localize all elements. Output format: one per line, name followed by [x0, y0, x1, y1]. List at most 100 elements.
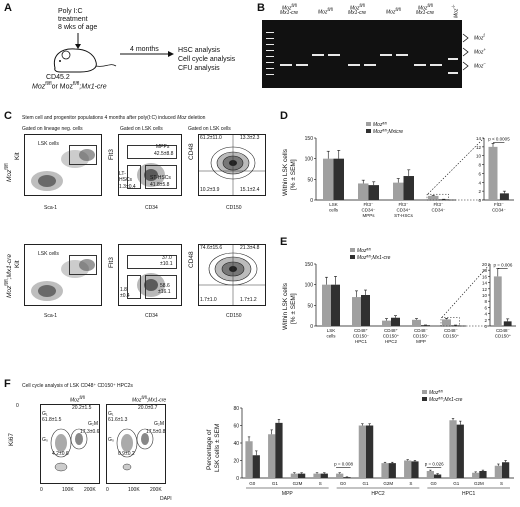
e-bar-1-1 — [361, 295, 370, 326]
e-inset-bar-0 — [493, 276, 502, 326]
lane-label-2: Mozfl/fl — [318, 7, 333, 16]
d-bar-0-0 — [323, 158, 334, 200]
lane-label-1: Mozfl/fl — [282, 3, 297, 12]
d-inset-bar-0 — [488, 146, 498, 200]
d-bar-0-1 — [333, 158, 344, 200]
e-cat-3-2: MPP — [416, 339, 426, 344]
d-inset-ytick-label-0: 0 — [478, 198, 481, 203]
f-pvalue-1: p = 0.026 — [425, 462, 444, 467]
arrow-label: 4 months — [130, 46, 159, 53]
e-ytick-label-3: 150 — [305, 262, 314, 268]
st-value-1: 41.8±5.8 — [150, 182, 170, 188]
f-legend-swatch-1 — [422, 397, 427, 401]
e-inset-ytick-label-6: 12 — [482, 287, 488, 292]
d-inset-ytick-label-4: 8 — [478, 163, 481, 168]
row-2-label: Mozfl/fl;Mx1-cre — [4, 254, 14, 298]
cc-xtick-2: 200K — [84, 487, 96, 493]
panel-f-title: Cell cycle analysis of LSK CD48⁺ CD150⁺ … — [22, 383, 133, 389]
d-cat-3-1: CD34⁻ — [432, 208, 447, 213]
d-bar-1-1 — [368, 185, 379, 200]
cc1-sv: 20.2±1.5 — [72, 405, 92, 411]
e-legend-text-0: Mozfl/fl — [357, 248, 371, 255]
e-bar-4-1 — [451, 325, 460, 326]
d-cat-2-0: Flt3⁻ — [399, 202, 410, 207]
lane-sub-1: Mx1-cre — [280, 10, 299, 16]
d-ytick-label-0: 0 — [310, 198, 313, 204]
e-inset-ytick-label-5: 10 — [482, 293, 488, 298]
e-inset-ytick-label-4: 8 — [484, 299, 487, 304]
d-inset-cat-0: Flt3⁻ — [494, 202, 505, 207]
cc2-g1: G₁ — [108, 411, 114, 417]
d-bar-1-0 — [358, 183, 369, 200]
f-bar-1-0-1 — [343, 477, 351, 478]
e-bar-2-0 — [382, 320, 391, 326]
e-cat-1-2: HPC1 — [355, 339, 368, 344]
f-group-label-0: MPP — [282, 491, 294, 497]
cc-plot-1 — [40, 404, 100, 484]
e-cat-1-0: CD48⁺ — [354, 328, 369, 333]
gel-image — [262, 20, 462, 88]
lane-sub-5: Mx1-cre — [416, 10, 435, 16]
d-inset-bar-1 — [499, 193, 509, 200]
facs-xlabel-sca1-2: Sca-1 — [44, 313, 58, 319]
cc2-g2mv: 17.5±0.8 — [146, 429, 166, 435]
d-cat-1-1: CD34⁻ — [362, 208, 377, 213]
facs-plot-cd48-2 — [198, 244, 266, 306]
d-ytick-label-3: 150 — [305, 136, 314, 142]
e-inset-cat-1: CD150⁺ — [495, 334, 512, 339]
facs-plot-lsk-2 — [24, 244, 102, 306]
e-cat-1-1: CD150⁻ — [353, 334, 370, 339]
f-bar-2-1-0 — [449, 420, 457, 478]
panel-f-bar-ylabel-2: LSK cells ± SEM — [214, 423, 221, 472]
mouse-genotype-label: Mozfl/flor Mozfl/fl;Mx1-cre — [32, 81, 107, 91]
d-inset-cat-1: CD34⁻ — [492, 208, 507, 213]
cc-ylabel: Ki67 — [8, 432, 15, 446]
f-bar-2-1-1 — [456, 424, 464, 478]
e-cat-2-0: CD48⁺ — [384, 328, 399, 333]
panel-f-chart: 0 20 40 60 80 G0 G1 G2M S MPP G0 G1 G2M S HPC2 G0 G1 G2M S… — [233, 390, 514, 497]
e-ytick-label-2: 100 — [305, 283, 314, 289]
e-legend-swatch-1 — [350, 255, 355, 259]
cc1-g2m: G₂M — [88, 421, 98, 427]
facs-xlabel-cd150-1: CD150 — [226, 205, 242, 211]
analysis-hsc: HSC analysis — [178, 47, 221, 54]
mouse-ear-icon — [61, 50, 71, 60]
e-inset-ytick-label-8: 16 — [482, 274, 488, 279]
lane-label-6: Moz-/- — [451, 4, 460, 18]
d-bar-2-1 — [403, 176, 414, 200]
f-phase-2-2: G2M — [474, 481, 484, 486]
lt-value-2a: 1.8 — [120, 287, 127, 293]
st-value-2a: 58.6 — [160, 283, 170, 289]
facs-plot-lsk-1 — [24, 134, 102, 196]
row-1-label: Mozfl/fl — [4, 163, 14, 182]
d-ytick-label-2: 100 — [305, 157, 314, 163]
f-bar-1-3-1 — [411, 461, 419, 478]
panel-d-chart: 050100150LSKcellsFlt3⁻CD34⁻MPPsFlt3⁻CD34… — [305, 122, 514, 218]
mpp-value-1: 42.5±8.8 — [154, 151, 174, 157]
lt-value-2b: ±0.4 — [120, 293, 130, 299]
lt-value-1: 1.3±0.4 — [119, 184, 136, 190]
treatment-line-3: 8 wks of age — [58, 24, 98, 31]
e-cat-0-0: LSK — [327, 328, 336, 333]
f-bar-0-1-1 — [275, 422, 283, 478]
cc-ytick-0: 0 — [16, 403, 19, 409]
band-label-plus: Moz+ — [474, 47, 486, 56]
e-cat-4-0: CD48⁻ — [444, 328, 459, 333]
d-legend-text-1: Mozfl/fl;Mxicre — [373, 129, 403, 136]
facs-plot-cd48-1 — [198, 134, 266, 196]
st-label-1: ST-HSCs — [150, 175, 171, 181]
f-phase-1-0: G0 — [340, 481, 347, 486]
panel-e-ylabel: Within LSK cells — [282, 283, 289, 330]
analysis-cell-cycle: Cell cycle analysis — [178, 56, 236, 63]
f-bar-2-3-1 — [501, 462, 510, 478]
e-inset-cat-0: CD48⁻ — [496, 328, 511, 333]
d-zoom-line-1 — [427, 137, 485, 195]
f-bar-0-0-0 — [245, 441, 253, 478]
facs-ylabel-flt3-2: Flt3 — [108, 257, 115, 268]
mouse-eye-icon — [59, 60, 61, 62]
d-legend-text-0: Mozfl/fl — [373, 122, 387, 129]
e-bar-2-1 — [391, 317, 400, 326]
d-inset-ytick-label-7: 14 — [476, 136, 482, 141]
e-bar-4-0 — [442, 319, 451, 326]
lane-label-5: Mozfl/fl — [418, 3, 433, 12]
